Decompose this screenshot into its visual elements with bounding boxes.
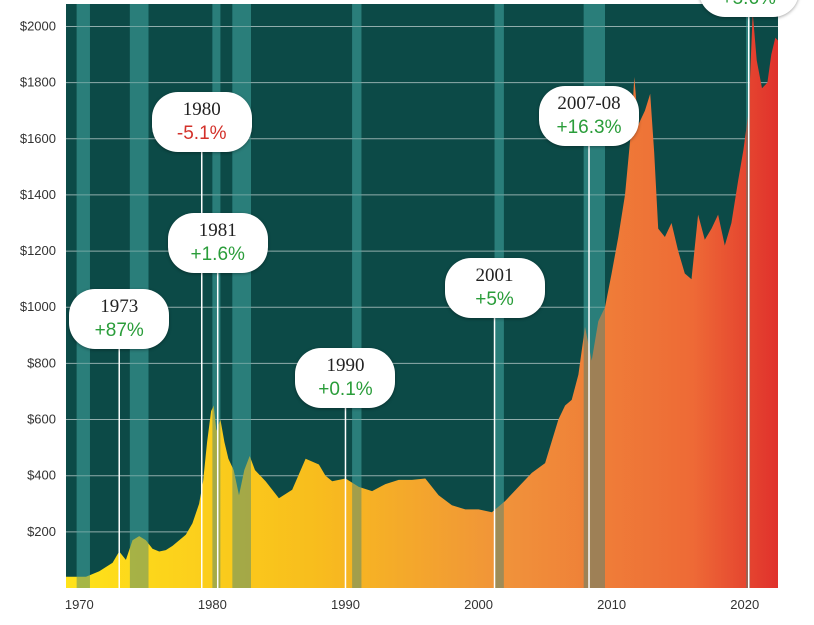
annotation-change: +5% xyxy=(475,288,514,310)
annotation-year: 1980 xyxy=(182,99,221,120)
x-tick-label: 1970 xyxy=(65,597,94,612)
annotation-callout: 1981 +1.6% xyxy=(167,212,268,273)
y-tick-label: $400 xyxy=(27,468,56,483)
annotation-change: +16.3% xyxy=(556,117,622,139)
x-axis-ticks: 1970 1980 1990 2000 2010 2020 xyxy=(65,597,759,612)
annotation-year: 2001 xyxy=(475,264,514,286)
annotation-change: +0.1% xyxy=(318,378,373,400)
x-tick-label: 1980 xyxy=(198,597,227,612)
annotation-change: +1.6% xyxy=(190,243,245,265)
annotation-callout: 2001 +5% xyxy=(444,257,545,318)
recession-band-overlay xyxy=(232,4,251,588)
annotation-change: -5.1% xyxy=(176,123,227,144)
y-tick-label: $1200 xyxy=(20,243,56,258)
annotation-year: 2007-08 xyxy=(557,93,621,115)
annotation-year: 1973 xyxy=(100,295,139,317)
y-tick-label: $600 xyxy=(27,412,56,427)
y-axis-ticks: $200 $400 $600 $800 $1000 $1200 $1400 $1600 $180… xyxy=(20,18,56,538)
annotation-callout: 1980 -5.1% xyxy=(151,92,252,152)
y-tick-label: $1600 xyxy=(20,131,56,146)
recession-band xyxy=(232,4,251,588)
annotation-change: +5.6% xyxy=(699,0,799,11)
recession-band-overlay xyxy=(352,4,362,588)
annotation-year: 1990 xyxy=(326,354,365,376)
recession-band xyxy=(352,4,362,588)
x-tick-label: 1990 xyxy=(331,597,360,612)
annotation-callout: 2020+5.6% xyxy=(698,0,799,18)
y-tick-label: $2000 xyxy=(20,18,56,33)
annotation-change: +87% xyxy=(94,319,144,341)
annotation-callout: 2007-08 +16.3% xyxy=(539,86,640,147)
annotation-callout: 1990 +0.1% xyxy=(295,347,396,408)
annotation-callout: 1973 +87% xyxy=(69,288,170,349)
y-tick-label: $1800 xyxy=(20,75,56,90)
annotation-year: 1981 xyxy=(198,219,237,241)
gold-price-area xyxy=(66,12,778,588)
y-tick-label: $1000 xyxy=(20,299,56,314)
y-tick-label: $800 xyxy=(27,355,56,370)
recession-band-overlay xyxy=(212,4,221,588)
x-tick-label: 2010 xyxy=(597,597,626,612)
x-tick-label: 2020 xyxy=(730,597,759,612)
y-tick-label: $200 xyxy=(27,524,56,539)
x-tick-label: 2000 xyxy=(464,597,493,612)
y-tick-label: $1400 xyxy=(20,187,56,202)
recession-band xyxy=(212,4,221,588)
